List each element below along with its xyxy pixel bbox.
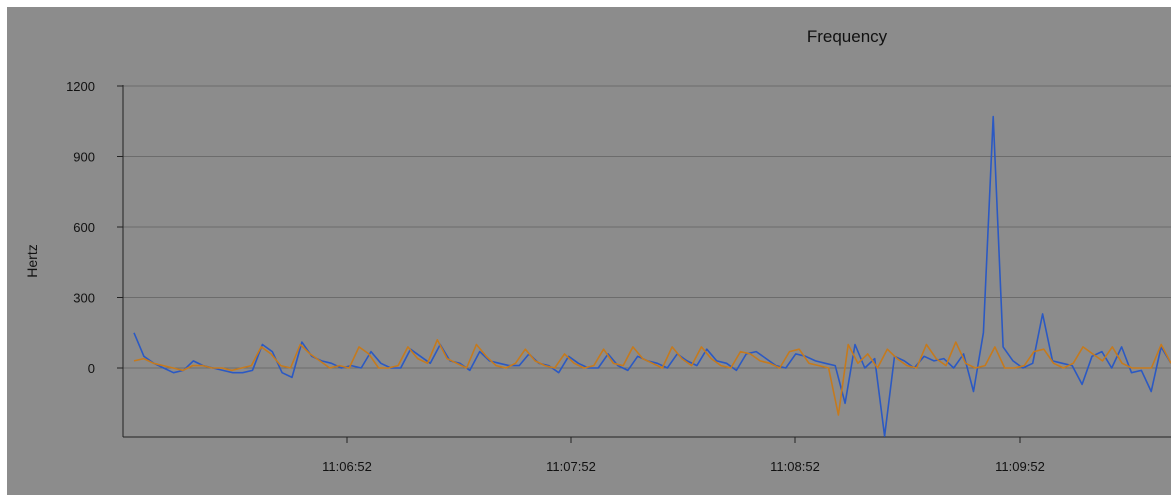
- y-tick-label: 600: [73, 220, 95, 235]
- y-tick-label: 900: [73, 150, 95, 165]
- y-tick-label: 0: [88, 361, 95, 376]
- chart-panel: 1200 900 600 300 0 11:06:52 11:07:52 11:08:52 1…: [7, 7, 1171, 495]
- axes: [122, 85, 1171, 438]
- series-line-blue: [133, 115, 1171, 437]
- x-tick-label: 11:06:52: [322, 459, 372, 474]
- chart-title: Frequency: [807, 27, 888, 46]
- series-lines: [133, 115, 1171, 437]
- x-tick-label: 11:07:52: [546, 459, 596, 474]
- y-tick-label: 1200: [66, 79, 95, 94]
- y-axis-label: Hertz: [24, 244, 40, 277]
- series-line-orange: [133, 338, 1171, 416]
- grid-lines: [123, 85, 1171, 369]
- y-tick-labels: 1200 900 600 300 0: [66, 79, 123, 376]
- y-tick-label: 300: [73, 291, 95, 306]
- x-tick-label: 11:09:52: [995, 459, 1045, 474]
- x-tick-labels: 11:06:52 11:07:52 11:08:52 11:09:52: [322, 437, 1045, 474]
- x-tick-label: 11:08:52: [770, 459, 820, 474]
